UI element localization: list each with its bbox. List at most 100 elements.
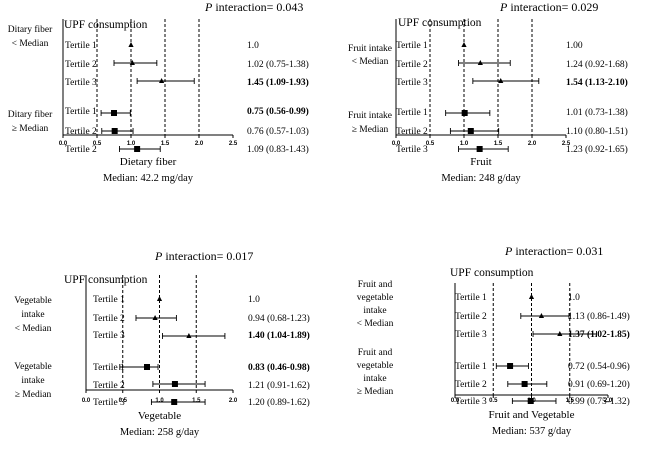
estimate-value-text: 1.45 (1.09-1.93) (247, 77, 309, 88)
estimate-triangle-marker (156, 296, 163, 301)
tertile-label: Tertile 3 (65, 78, 97, 88)
estimate-square-marker (171, 399, 178, 405)
forest-panel-3: P interaction= 0.017 UPF consumption 0.0 0.… (14, 249, 309, 438)
forest-panel-2: P interaction= 0.029 UPF consumption 0.0 0.… (348, 0, 628, 184)
group-label: < Median (12, 39, 49, 49)
estimate-value-text: 1.24 (0.92-1.68) (566, 59, 628, 70)
group-label: intake (21, 310, 44, 320)
x-tick-label: 1.0 (155, 398, 164, 404)
group-label: vegetable (357, 293, 393, 303)
group-label: < Median (357, 319, 394, 329)
tertile-label: Tertile 1 (396, 41, 428, 51)
estimate-value-text: 0.72 (0.54-0.96) (568, 361, 630, 372)
tertile-label: Tertile 3 (93, 398, 125, 408)
x-axis-label: Fruit and Vegetable (489, 409, 575, 421)
estimate-square-marker (134, 146, 141, 152)
x-tick-label: 2.0 (229, 398, 238, 404)
x-tick-label: 0.5 (489, 398, 498, 404)
x-tick-label: 1.5 (566, 398, 575, 404)
x-axis-label: Vegetable (138, 410, 181, 422)
tertile-label: Tertile 3 (396, 78, 428, 88)
p-interaction-value: interaction= 0.043 (212, 0, 303, 14)
x-tick-label: 1.5 (161, 141, 170, 147)
estimate-value-text: 1.01 (0.73-1.38) (566, 107, 628, 118)
estimate-triangle-marker (557, 331, 563, 336)
x-tick-label: 2.5 (562, 141, 571, 147)
tertile-label: Tertile 1 (93, 363, 125, 373)
group-label: vegetable (357, 361, 393, 371)
upf-consumption-header: UPF consumption (450, 267, 534, 279)
median-label: Median: 248 g/day (441, 173, 521, 184)
group-label: Fruit and (358, 280, 393, 290)
estimate-square-marker (461, 110, 468, 116)
estimate-value-text: 0.83 (0.46-0.98) (248, 362, 310, 373)
median-label: Median: 537 g/day (492, 426, 572, 437)
x-tick-label: 0.5 (119, 398, 128, 404)
tertile-label: Tertile 2 (396, 127, 428, 137)
x-tick-label: 2.0 (604, 398, 613, 404)
estimate-square-marker (111, 110, 117, 116)
group-label: Vegetable (14, 296, 51, 306)
estimate-value-text: 1.0 (248, 295, 260, 305)
tertile-label: Tertile 2 (455, 312, 487, 322)
tertile-label: Tertile 2 (396, 60, 428, 70)
tertile-label: Tertile 3 (455, 397, 487, 407)
tertile-label: Tertile 1 (455, 362, 487, 372)
group-label: Fruit intake (348, 44, 392, 54)
tertile-label: Tertile 1 (65, 41, 97, 51)
x-tick-label: 2.0 (528, 141, 537, 147)
estimate-triangle-marker (152, 315, 158, 320)
tertile-label: Tertile 3 (93, 331, 125, 341)
group-label: intake (21, 376, 44, 386)
upf-consumption-header: UPF consumption (64, 19, 148, 31)
p-interaction-title: P interaction= 0.043 (204, 0, 303, 14)
upf-consumption-header: UPF consumption (64, 274, 148, 286)
group-label: < Median (15, 324, 52, 334)
p-symbol: P (504, 244, 513, 258)
group-label: intake (363, 374, 386, 384)
p-symbol: P (204, 0, 213, 14)
estimate-square-marker (507, 363, 514, 369)
upf-consumption-header: UPF consumption (398, 17, 482, 29)
estimate-value-text: 1.20 (0.89-1.62) (248, 397, 310, 408)
group-label: ≥ Median (12, 124, 49, 134)
x-tick-label: 0.0 (59, 141, 68, 147)
estimate-triangle-marker (128, 42, 134, 47)
estimate-value-text: 0.99 (0.75-1.32) (568, 396, 630, 407)
x-axis-label: Fruit (470, 156, 491, 168)
estimate-value-text: 1.40 (1.04-1.89) (248, 330, 310, 341)
p-symbol: P (154, 249, 163, 263)
group-label: ≥ Median (357, 387, 394, 397)
x-tick-label: 0.5 (426, 141, 435, 147)
forest-panel-4: P interaction= 0.031 UPF consumption 0.0 0.… (357, 244, 630, 437)
estimate-triangle-marker (461, 42, 467, 47)
estimate-square-marker (527, 398, 534, 404)
p-interaction-value: interaction= 0.031 (512, 244, 603, 258)
tertile-label: Tertile 2 (93, 314, 125, 324)
estimate-triangle-marker (528, 294, 535, 299)
p-interaction-value: interaction= 0.029 (507, 0, 598, 14)
tertile-label: Tertile 2 (93, 381, 125, 391)
p-symbol: P (499, 0, 508, 14)
estimate-triangle-marker (477, 60, 483, 65)
x-tick-label: 1.5 (192, 398, 201, 404)
estimate-triangle-marker (538, 313, 545, 318)
tertile-label: Tertile 3 (396, 145, 428, 155)
group-label: < Median (352, 57, 389, 67)
estimate-value-text: 1.13 (0.86-1.49) (568, 311, 630, 322)
estimate-square-marker (521, 381, 528, 387)
estimate-value-text: 1.23 (0.92-1.65) (566, 144, 628, 155)
tertile-label: Tertile 2 (455, 380, 487, 390)
estimate-value-text: 1.10 (0.80-1.51) (566, 126, 628, 137)
x-tick-label: 1.0 (127, 141, 136, 147)
median-label: Median: 42.2 mg/day (103, 173, 194, 184)
x-tick-label: 1.0 (460, 141, 469, 147)
p-interaction-value: interaction= 0.017 (162, 249, 253, 263)
group-label: Ditary fiber (8, 24, 53, 35)
estimate-square-marker (467, 128, 474, 134)
estimate-triangle-marker (129, 60, 135, 65)
p-interaction-title: P interaction= 0.029 (499, 0, 598, 14)
estimate-value-text: 1.37 (1.02-1.85) (568, 329, 630, 340)
group-label: Fruit and (358, 348, 393, 358)
